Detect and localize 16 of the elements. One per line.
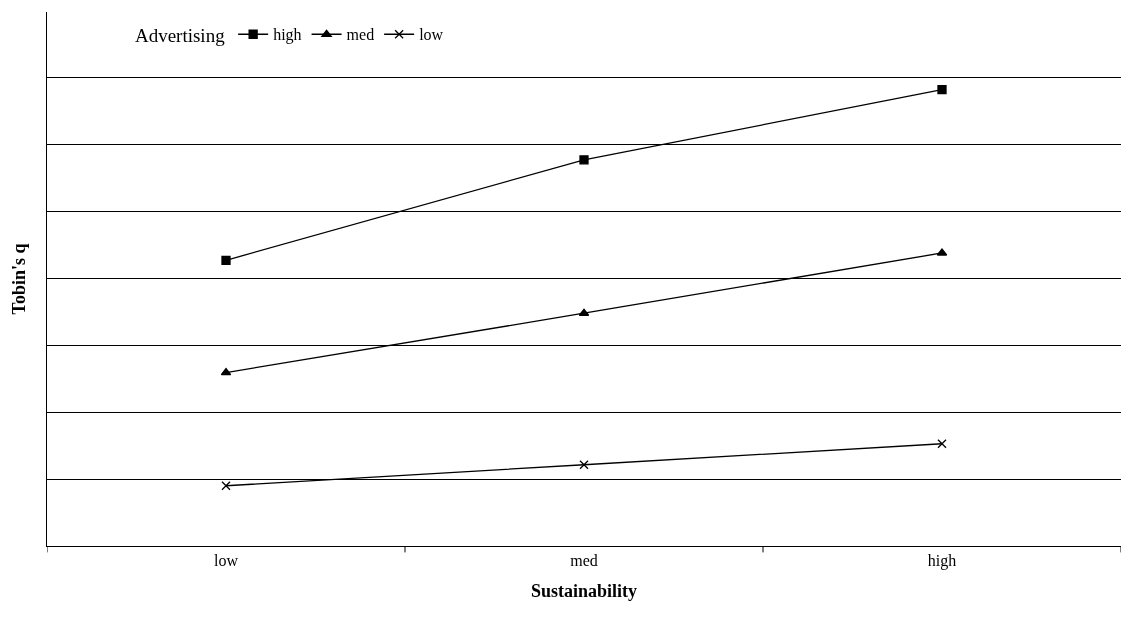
legend-title: Advertising [134,25,226,47]
legend-label: low [419,26,444,44]
x-tick-label: med [570,552,598,570]
x-axis-title: Sustainability [530,581,638,602]
point [221,255,231,265]
point [579,155,589,165]
legend-label: high [273,26,302,45]
point [937,439,947,449]
point [579,460,589,470]
point [221,481,231,491]
x-tick-label: high [927,552,957,571]
y-axis-title: Tobin's q [9,243,30,315]
point [937,84,947,95]
point [220,367,232,376]
legend-label: med [346,26,375,44]
x-tick-label: low [214,552,239,570]
